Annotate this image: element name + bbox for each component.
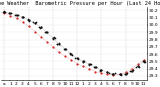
Point: [135, 66, 138, 67]
Point: [63, 48, 65, 50]
Point: [53, 37, 56, 38]
Point: [130, 70, 133, 72]
Point: [74, 57, 77, 59]
Point: [15, 14, 17, 15]
Point: [125, 72, 128, 74]
Point: [38, 26, 41, 28]
Point: [8, 12, 10, 13]
Point: [20, 16, 23, 18]
Point: [56, 44, 59, 45]
Point: [10, 12, 12, 14]
Point: [26, 19, 29, 21]
Point: [132, 70, 134, 71]
Point: [4, 11, 7, 12]
Point: [129, 70, 131, 72]
Point: [34, 23, 36, 24]
Point: [93, 66, 95, 68]
Point: [32, 21, 34, 23]
Point: [114, 73, 116, 74]
Point: [16, 15, 19, 16]
Point: [22, 17, 24, 18]
Point: [120, 74, 122, 75]
Point: [35, 22, 38, 23]
Point: [95, 66, 97, 68]
Point: [87, 64, 90, 65]
Point: [98, 70, 101, 71]
Point: [52, 38, 54, 39]
Point: [68, 53, 71, 54]
Point: [98, 69, 101, 71]
Point: [2, 12, 4, 13]
Point: [105, 72, 108, 73]
Point: [119, 74, 122, 76]
Point: [138, 66, 141, 67]
Title: Milwaukee Weather  Barometric Pressure per Hour (Last 24 Hours): Milwaukee Weather Barometric Pressure pe…: [0, 1, 160, 6]
Point: [124, 74, 126, 75]
Point: [3, 11, 5, 12]
Point: [56, 43, 59, 45]
Point: [65, 48, 68, 50]
Point: [53, 37, 56, 38]
Point: [68, 53, 71, 54]
Point: [45, 31, 47, 33]
Point: [106, 71, 108, 73]
Point: [144, 61, 147, 62]
Point: [58, 43, 61, 44]
Point: [100, 70, 103, 71]
Point: [89, 63, 91, 65]
Point: [142, 61, 145, 62]
Point: [108, 72, 110, 73]
Point: [111, 74, 114, 75]
Point: [83, 60, 86, 62]
Point: [27, 19, 30, 20]
Point: [39, 27, 41, 28]
Point: [28, 20, 30, 21]
Point: [111, 74, 114, 75]
Point: [14, 15, 17, 16]
Point: [44, 31, 46, 32]
Point: [45, 31, 47, 33]
Point: [21, 17, 24, 18]
Point: [40, 27, 43, 28]
Point: [95, 66, 98, 68]
Point: [123, 73, 126, 74]
Point: [89, 64, 92, 65]
Point: [136, 65, 139, 67]
Point: [71, 54, 73, 55]
Point: [81, 61, 84, 63]
Point: [119, 73, 121, 75]
Point: [77, 57, 79, 59]
Point: [81, 61, 84, 63]
Point: [8, 12, 10, 13]
Point: [77, 58, 79, 60]
Point: [63, 49, 66, 50]
Point: [142, 60, 144, 61]
